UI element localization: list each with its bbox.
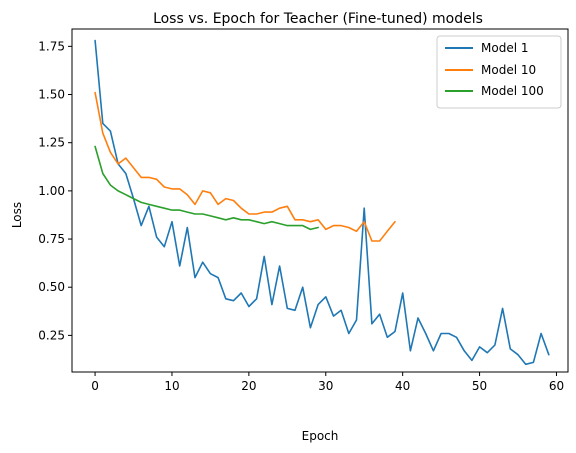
y-tick-label: 1.00: [38, 184, 65, 198]
x-tick-label: 40: [395, 379, 410, 393]
y-tick-label: 1.25: [38, 136, 65, 150]
x-tick-label: 0: [91, 379, 99, 393]
chart-title: Loss vs. Epoch for Teacher (Fine-tuned) …: [153, 11, 483, 27]
y-tick-label: 0.75: [38, 232, 65, 246]
y-tick-label: 0.50: [38, 280, 65, 294]
y-tick-label: 0.25: [38, 328, 65, 342]
legend: Model 1 Model 10 Model 100: [436, 35, 562, 109]
x-tick-label: 20: [241, 379, 256, 393]
series-layer: [94, 39, 550, 366]
x-axis-title: Epoch: [302, 429, 339, 443]
series-line-model-100: [94, 145, 319, 231]
series-line-model-10: [94, 91, 396, 242]
x-tick-label: 50: [472, 379, 487, 393]
y-tick-label: 1.50: [38, 88, 65, 102]
plot-frame: [71, 28, 569, 373]
series-line-model-1: [94, 39, 550, 366]
ticks-layer: 0 10 20 30 40 50 60 0.25 0.50 0.75 1.00 1.25 1.50 1.7…: [38, 39, 564, 393]
legend-label-model-10: Model 10: [481, 63, 536, 77]
x-tick-label: 10: [164, 379, 179, 393]
x-tick-label: 60: [549, 379, 564, 393]
legend-label-model-1: Model 1: [481, 41, 528, 55]
y-tick-label: 1.75: [38, 39, 65, 53]
x-tick-label: 30: [318, 379, 333, 393]
y-axis-title: Loss: [10, 202, 24, 228]
legend-label-model-100: Model 100: [481, 84, 544, 98]
